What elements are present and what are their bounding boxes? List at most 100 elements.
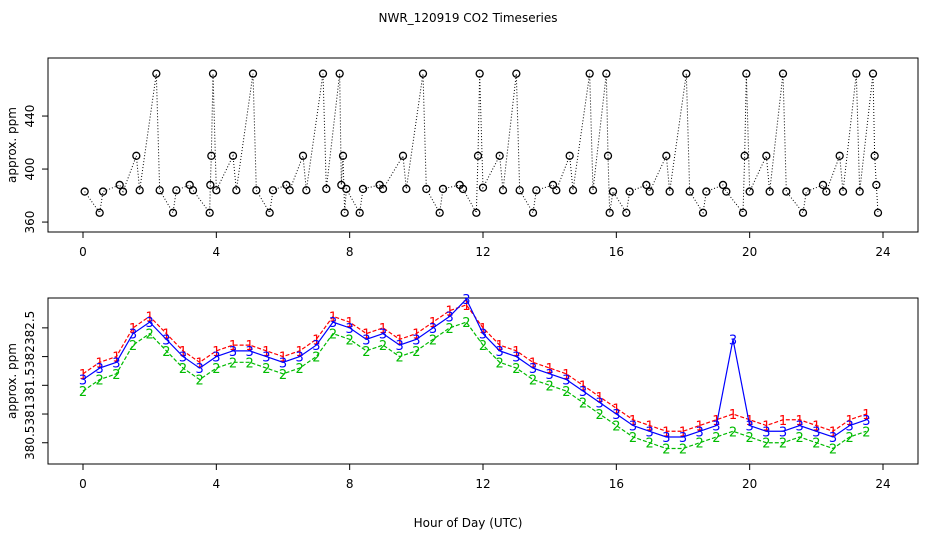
point-marker: 3 (312, 339, 320, 354)
point (588, 186, 598, 195)
point-marker: 2 (579, 397, 587, 412)
point-marker: 3 (796, 420, 804, 435)
point (740, 151, 749, 160)
point-marker: 3 (812, 425, 820, 440)
point (605, 208, 614, 217)
point-marker: 2 (246, 356, 254, 371)
point-marker: 2 (712, 431, 720, 446)
point (458, 184, 468, 194)
x-tick-label: 24 (875, 245, 890, 259)
point (342, 184, 351, 194)
point-marker: 1 (862, 408, 870, 423)
point (358, 184, 368, 194)
point-marker: 1 (662, 425, 670, 440)
point-marker: 1 (629, 414, 637, 429)
point (568, 186, 578, 195)
point (152, 69, 161, 78)
point (168, 208, 178, 217)
point-marker: 2 (562, 385, 570, 400)
plot-box (47, 57, 919, 233)
x-tick-label: 12 (475, 245, 490, 259)
point-marker: 1 (596, 391, 604, 406)
point-marker: 3 (562, 374, 570, 389)
point-marker: 1 (646, 420, 654, 435)
point-marker: 2 (396, 351, 404, 366)
y-tick-label: 360 (23, 211, 37, 234)
point (642, 180, 651, 190)
point-marker: 3 (862, 414, 870, 429)
point-marker: 3 (762, 425, 770, 440)
series-line (82, 298, 867, 438)
point (338, 151, 348, 160)
point-marker: 3 (296, 351, 304, 366)
point-marker: 3 (529, 362, 537, 377)
point (822, 187, 831, 196)
point-marker: 3 (696, 425, 704, 440)
y-tick-label: 382.5 (23, 311, 37, 345)
point (252, 186, 261, 195)
point (702, 187, 711, 196)
point-marker: 1 (612, 402, 620, 417)
point (745, 187, 754, 196)
x-tick-label: 8 (346, 477, 354, 491)
point (402, 184, 411, 194)
point (798, 208, 808, 217)
point-marker: 3 (829, 431, 837, 446)
point (765, 187, 774, 196)
point (298, 151, 308, 160)
point (232, 186, 241, 195)
point-marker: 1 (846, 414, 854, 429)
point-marker: 1 (779, 414, 787, 429)
point (818, 180, 828, 190)
point (608, 187, 618, 196)
point-marker: 2 (112, 368, 120, 383)
point (132, 151, 141, 160)
point-marker: 1 (462, 299, 470, 314)
point-marker: 2 (96, 374, 104, 389)
point-marker: 2 (646, 437, 654, 452)
point (498, 186, 508, 195)
point-marker: 3 (746, 420, 754, 435)
point (873, 208, 883, 217)
point-marker: 3 (279, 356, 287, 371)
point-marker: 3 (79, 374, 87, 389)
point (528, 208, 538, 217)
point-marker: 1 (262, 345, 270, 360)
point (868, 69, 878, 78)
point-marker: 3 (546, 368, 554, 383)
point (318, 69, 328, 78)
y-tick-label: 381 (23, 403, 37, 426)
series-line (82, 321, 867, 450)
point (622, 208, 631, 217)
point-marker: 1 (229, 339, 237, 354)
point-marker: 2 (529, 374, 537, 389)
point-marker: 2 (829, 442, 837, 457)
point-marker: 3 (596, 397, 604, 412)
x-tick-label: 20 (742, 245, 757, 259)
x-tick-label: 16 (609, 477, 624, 491)
point-marker: 2 (612, 420, 620, 435)
point-marker: 1 (346, 316, 354, 331)
point (205, 208, 214, 217)
point-marker: 2 (429, 333, 437, 348)
point (340, 208, 349, 217)
point (855, 187, 864, 196)
point (762, 151, 771, 160)
y-tick-label: 440 (23, 105, 37, 128)
point-marker: 1 (379, 322, 387, 337)
x-tick-label: 4 (213, 477, 221, 491)
point-marker: 3 (846, 420, 854, 435)
point (870, 151, 879, 160)
point (603, 151, 613, 160)
x-tick-label: 8 (346, 245, 354, 259)
point-marker: 1 (312, 333, 320, 348)
point (552, 186, 561, 195)
point (585, 69, 594, 78)
point-marker: 1 (212, 345, 220, 360)
point-marker: 3 (212, 351, 220, 366)
point-marker: 1 (96, 356, 104, 371)
point-marker: 3 (579, 385, 587, 400)
point (207, 151, 216, 160)
point-marker: 2 (179, 362, 187, 377)
